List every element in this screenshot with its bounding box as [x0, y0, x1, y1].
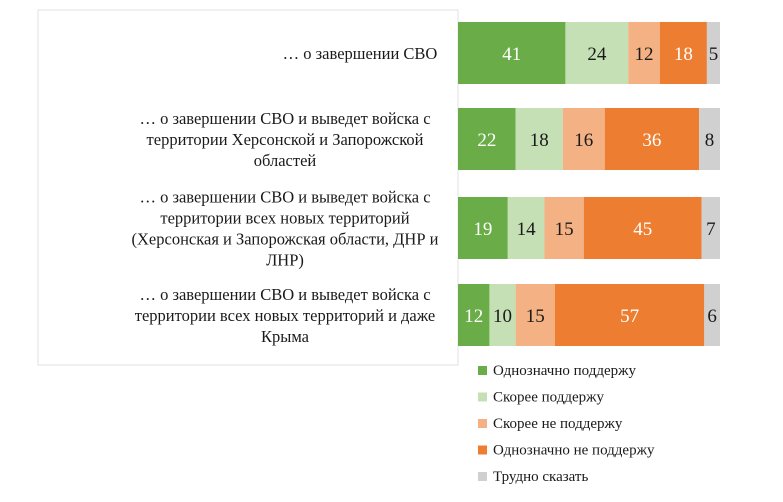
- data-label: 18: [530, 130, 549, 151]
- data-label: 14: [517, 219, 537, 240]
- bar-segment: [489, 284, 516, 346]
- legend-label: Однозначно поддержу: [493, 363, 637, 379]
- bar-segment: [515, 284, 555, 346]
- category-labels: … о завершении СВО … о завершении СВО и в…: [132, 44, 439, 346]
- bar-segment: [704, 284, 720, 346]
- data-label: 12: [635, 44, 654, 65]
- bar-segment: [554, 284, 705, 346]
- legend-label: Скорее поддержу: [493, 390, 604, 406]
- bar-segment: [458, 22, 566, 84]
- data-label: 8: [705, 130, 715, 151]
- legend-label: Однозначно не поддержу: [493, 443, 655, 459]
- data-label: 36: [642, 130, 661, 151]
- bar-segment: [565, 22, 629, 84]
- category-label-panel: [37, 9, 459, 366]
- data-label: 19: [473, 219, 492, 240]
- data-label: 45: [633, 219, 652, 240]
- bar-segment: [562, 108, 605, 170]
- legend-swatch: [478, 366, 487, 375]
- bar-segment: [706, 22, 720, 84]
- bar-segment: [604, 108, 700, 170]
- legend-swatch: [478, 472, 487, 481]
- bar-segment: [507, 197, 545, 259]
- bar-segment: [659, 22, 707, 84]
- bar-segment: [628, 22, 660, 84]
- bar-segment: [544, 197, 584, 259]
- category-label: … о завершении СВО и выведет войска с тер…: [139, 109, 430, 170]
- data-label: 57: [620, 306, 639, 327]
- legend-swatch: [478, 419, 487, 428]
- bar-segments: 41 24 12 18 5 22 18 16 36 8 19 14 15 45 7 12 10 15 57 6: [458, 22, 720, 346]
- bar-segment: [458, 197, 508, 259]
- data-label: 15: [526, 306, 545, 327]
- legend-swatch: [478, 392, 487, 402]
- data-label: 12: [464, 306, 483, 327]
- bar-segment: [515, 108, 563, 170]
- data-label: 7: [706, 219, 716, 240]
- category-label: … о завершении СВО и выведет войска с тер…: [132, 187, 439, 269]
- category-label: … о завершении СВО: [283, 44, 438, 63]
- legend-label: Трудно сказать: [493, 469, 588, 485]
- data-label: 24: [587, 44, 607, 65]
- data-label: 18: [674, 44, 693, 65]
- bar-segment: [701, 197, 720, 259]
- bar-segment: [699, 108, 720, 170]
- legend-label: Скорее не поддержу: [493, 416, 623, 432]
- data-label: 5: [709, 44, 719, 65]
- legend: Однозначно поддержу Скорее поддержу Скорее…: [478, 363, 655, 485]
- data-label: 22: [477, 130, 496, 151]
- legend-swatch: [478, 445, 487, 455]
- data-label: 41: [502, 44, 521, 65]
- data-label: 6: [707, 306, 717, 327]
- bar-segment: [458, 284, 490, 346]
- category-label: … о завершении СВО и выведет войска с тер…: [135, 285, 436, 346]
- data-label: 15: [555, 219, 574, 240]
- bar-segment: [583, 197, 702, 259]
- bar-segment: [458, 108, 516, 170]
- data-label: 16: [574, 130, 593, 151]
- data-label: 10: [493, 306, 512, 327]
